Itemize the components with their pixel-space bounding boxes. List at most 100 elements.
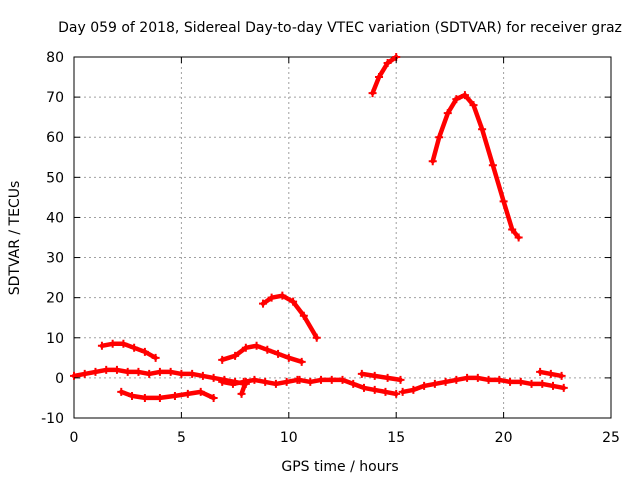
series-arc4 — [218, 375, 302, 388]
data-point — [306, 377, 315, 386]
data-point — [127, 391, 136, 400]
x-tick-label: 15 — [387, 430, 405, 446]
data-point — [536, 367, 545, 376]
data-point — [375, 73, 384, 82]
y-tick-label: -10 — [41, 411, 64, 427]
data-point — [392, 389, 401, 398]
data-point — [527, 379, 536, 388]
data-point — [237, 389, 246, 398]
x-tick-label: 10 — [280, 430, 298, 446]
x-tick-label: 5 — [177, 430, 186, 446]
series-arc13 — [536, 367, 566, 380]
data-point — [488, 161, 497, 170]
data-point — [368, 89, 377, 98]
data-point — [112, 365, 121, 374]
series-arc3 — [117, 387, 218, 402]
data-point — [274, 349, 283, 358]
series-line — [370, 54, 399, 96]
data-point — [297, 357, 306, 366]
data-point — [370, 385, 379, 394]
y-tick-label: 70 — [46, 90, 64, 106]
data-point — [289, 297, 298, 306]
series-arc5 — [237, 377, 250, 398]
data-point — [312, 333, 321, 342]
plot-area-frame — [73, 56, 612, 419]
y-tick-label: 60 — [46, 130, 64, 146]
data-point — [557, 371, 566, 380]
data-point — [420, 381, 429, 390]
data-point — [130, 343, 139, 352]
grid — [74, 57, 611, 418]
series-arc7 — [259, 291, 321, 342]
data-point — [398, 387, 407, 396]
series-line — [99, 341, 158, 361]
data-point — [108, 339, 117, 348]
y-tick-label: 0 — [55, 371, 64, 387]
data-point — [495, 375, 504, 384]
data-point — [241, 377, 250, 386]
axis-ticks: 0 5 10 15 20 25 -10 0 10 20 30 40 50 60 70 80 — [41, 50, 620, 446]
data-point — [452, 375, 461, 384]
data-point — [209, 373, 218, 382]
data-point — [357, 369, 366, 378]
data-point — [231, 351, 240, 360]
data-point — [218, 377, 227, 386]
y-tick-label: 80 — [46, 50, 64, 66]
data-point — [198, 371, 207, 380]
series-line — [260, 293, 319, 341]
data-point — [383, 373, 392, 382]
data-point — [559, 383, 568, 392]
series-line — [359, 371, 403, 383]
x-axis-label: GPS time / hours — [281, 459, 398, 475]
data-point — [70, 371, 78, 380]
data-point — [484, 375, 493, 384]
data-point — [140, 393, 149, 402]
y-tick-label: 20 — [46, 291, 64, 307]
data-point — [166, 367, 175, 376]
data-point — [409, 385, 418, 394]
data-point — [430, 379, 439, 388]
data-point — [119, 339, 128, 348]
data-point — [97, 341, 106, 350]
data-point — [538, 379, 547, 388]
data-point — [278, 291, 287, 300]
data-point — [506, 377, 515, 386]
data-point — [183, 389, 192, 398]
series-arc11 — [398, 373, 568, 396]
data-point — [469, 101, 478, 110]
data-point — [284, 353, 293, 362]
series-arc10 — [368, 53, 401, 98]
data-point — [428, 157, 437, 166]
x-tick-label: 25 — [602, 430, 620, 446]
series-arc6 — [218, 341, 306, 366]
x-tick-label: 0 — [70, 430, 79, 446]
series-line — [297, 377, 399, 397]
data-point — [177, 369, 186, 378]
data-point — [549, 381, 558, 390]
data-point — [452, 95, 461, 104]
series-arc8 — [295, 375, 401, 398]
data-point — [267, 293, 276, 302]
series-line — [430, 92, 521, 240]
data-point — [188, 369, 197, 378]
data-series — [70, 53, 568, 402]
data-point — [383, 59, 392, 68]
data-point — [299, 311, 308, 320]
data-point — [317, 375, 326, 384]
data-point — [435, 133, 444, 142]
data-point — [327, 375, 336, 384]
data-point — [370, 371, 379, 380]
data-point — [140, 347, 149, 356]
data-point — [250, 375, 259, 384]
data-point — [155, 367, 164, 376]
data-point — [241, 343, 250, 352]
data-point — [252, 341, 261, 350]
data-point — [155, 393, 164, 402]
y-tick-label: 30 — [46, 251, 64, 267]
data-point — [381, 387, 390, 396]
x-tick-label: 20 — [495, 430, 513, 446]
data-point — [460, 91, 469, 100]
data-point — [516, 377, 525, 386]
y-tick-label: 40 — [46, 210, 64, 226]
data-point — [151, 353, 160, 362]
